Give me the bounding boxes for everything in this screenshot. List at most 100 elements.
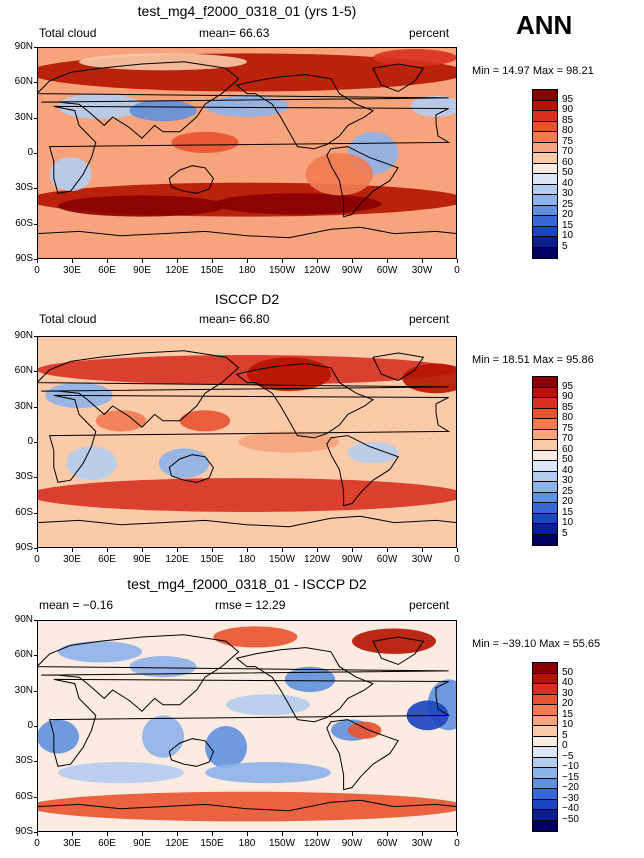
colorbar-swatch [533, 174, 557, 185]
colorbar-label: 15 [562, 506, 574, 518]
colorbar-label: 20 [562, 496, 574, 507]
colorbar-swatch [533, 142, 557, 153]
lon-tick [317, 832, 318, 836]
colorbar-swatch [533, 789, 557, 800]
lat-tick-label: 90S [15, 542, 33, 553]
lon-tick [142, 259, 143, 263]
lon-tick-label: 120W [303, 265, 331, 276]
colorbar-swatch [533, 216, 557, 227]
lon-tick [212, 548, 213, 552]
lon-tick [457, 259, 458, 263]
lat-tick-label: 30S [15, 755, 33, 767]
contour-region [247, 357, 331, 392]
contour-region [347, 721, 382, 739]
colorbar-swatch [533, 471, 557, 482]
lon-tick [282, 832, 283, 836]
lat-tick [34, 796, 37, 798]
lon-tick-label: 0 [34, 265, 40, 276]
contour-region [95, 410, 147, 432]
lat-tick-label: 90N [14, 330, 33, 341]
lon-tick [142, 548, 143, 552]
colorbar-swatch [533, 408, 557, 419]
panel-left-label: Total cloud [39, 312, 97, 326]
lon-tick-label: 150W [268, 265, 296, 276]
lon-tick-label: 90E [133, 554, 151, 565]
coastline-north-america [235, 363, 375, 439]
lat-tick-label: 0 [27, 436, 33, 447]
lon-tick [352, 259, 353, 263]
contour-region [213, 626, 298, 648]
lat-tick [34, 259, 37, 260]
lon-tick [72, 259, 73, 263]
lat-tick-label: 90N [14, 41, 33, 52]
coastline-africa [48, 105, 451, 194]
lat-tick-label: 90N [14, 614, 33, 625]
colorbar-label: 85 [562, 401, 574, 413]
contour-region [373, 49, 457, 67]
panel-rmse-label: rmse = 12.29 [215, 598, 286, 612]
lat-tick-label: 60S [15, 506, 33, 518]
colorbar-swatch [533, 429, 557, 440]
lon-tick-label: 0 [454, 554, 460, 565]
lon-tick-label: 0 [454, 838, 460, 849]
lon-tick-label: 120W [303, 838, 331, 849]
colorbar-label: 10 [562, 517, 574, 528]
panel-mean-label: mean= 66.80 [199, 312, 270, 326]
lon-tick [387, 259, 388, 263]
lon-tick [352, 832, 353, 836]
colorbar-label: 95 [562, 380, 574, 392]
lat-tick-label: 30N [14, 400, 33, 412]
lon-tick-label: 120E [165, 265, 189, 276]
colorbar-swatch [533, 778, 557, 789]
lat-tick-label: 30N [14, 111, 33, 123]
coastline-eurasia [37, 350, 449, 428]
lon-tick-label: 30W [411, 265, 433, 276]
lon-tick [457, 548, 458, 552]
lon-tick [142, 832, 143, 836]
lon-tick [352, 548, 353, 552]
coastline-south-america [326, 719, 399, 791]
lon-tick-label: 90E [133, 838, 151, 849]
lon-tick-label: 150E [200, 554, 224, 565]
colorbar-label: 70 [562, 433, 574, 444]
panel-units-label: percent [409, 312, 450, 326]
lon-tick-label: 90W [341, 838, 363, 849]
lon-tick-label: 60W [376, 265, 398, 276]
colorbar-swatch [533, 705, 557, 716]
contour-map [37, 336, 457, 548]
panel-left-label: mean = −0.16 [39, 598, 114, 612]
coastline-eurasia [37, 634, 449, 712]
colorbar-swatch [533, 398, 557, 409]
colorbar-label: 25 [562, 198, 574, 210]
lat-tick [34, 188, 37, 190]
lat-tick-label: 60S [15, 217, 33, 229]
colorbar-swatch [533, 226, 557, 237]
lon-tick-label: 150W [268, 838, 296, 849]
colorbar-swatch [533, 247, 557, 258]
contour-region [129, 656, 197, 678]
contour-region [171, 131, 239, 153]
contour-map [37, 620, 457, 832]
map-frame [37, 47, 457, 259]
colorbar-label: −20 [562, 782, 579, 793]
colorbar-label: −10 [562, 761, 579, 772]
contour-region [352, 628, 436, 654]
colorbar-swatch [533, 663, 557, 674]
coastline-australia [168, 165, 214, 194]
colorbar-swatch [533, 757, 557, 768]
lon-tick [107, 832, 108, 836]
colorbar-label: 95 [562, 93, 574, 105]
lat-tick-label: 0 [27, 147, 33, 158]
contour-region [179, 410, 231, 432]
contour-region [226, 694, 310, 716]
colorbar-label: 30 [562, 475, 574, 486]
contour-region [205, 726, 247, 769]
coastline-south-america [326, 435, 399, 507]
contour-region [37, 478, 457, 512]
lat-tick [34, 153, 37, 154]
contour-region [49, 157, 92, 192]
colorbar-label: 40 [562, 177, 574, 189]
colorbar-swatch [533, 377, 557, 388]
lat-tick-label: 30N [14, 684, 33, 696]
lon-tick-label: 30E [63, 554, 81, 565]
